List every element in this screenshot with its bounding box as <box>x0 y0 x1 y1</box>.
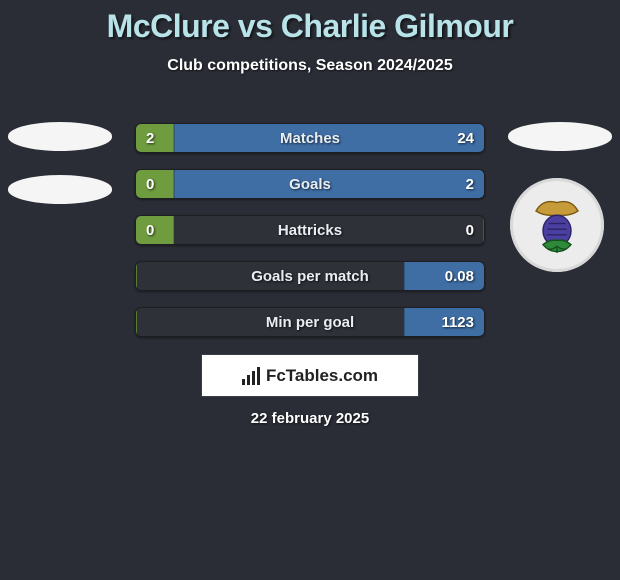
comparison-rows: 2Matches240Goals20Hattricks0Goals per ma… <box>135 123 485 353</box>
right-club-badge <box>510 178 604 272</box>
right-avatar-group <box>508 122 612 175</box>
row-label: Goals <box>136 170 484 199</box>
stat-row: 2Matches24 <box>135 123 485 153</box>
row-label: Matches <box>136 124 484 153</box>
right-value: 0 <box>466 216 474 245</box>
avatar-placeholder <box>508 122 612 151</box>
row-label: Hattricks <box>136 216 484 245</box>
row-label: Min per goal <box>136 308 484 337</box>
right-value: 1123 <box>441 308 474 337</box>
stat-row: Min per goal1123 <box>135 307 485 337</box>
infographic-root: McClure vs Charlie Gilmour Club competit… <box>0 0 620 580</box>
avatar-placeholder <box>8 122 112 151</box>
bars-icon <box>242 367 260 385</box>
brand-logo: FcTables.com <box>242 366 378 386</box>
date-text: 22 february 2025 <box>0 410 620 427</box>
subtitle: Club competitions, Season 2024/2025 <box>0 57 620 75</box>
stat-row: Goals per match0.08 <box>135 261 485 291</box>
brand-box: FcTables.com <box>201 354 419 397</box>
club-placeholder <box>8 175 112 204</box>
stat-row: 0Hattricks0 <box>135 215 485 245</box>
thistle-badge-icon <box>522 190 592 260</box>
right-value: 2 <box>466 170 474 199</box>
page-title: McClure vs Charlie Gilmour <box>0 0 620 45</box>
right-value: 24 <box>457 124 474 153</box>
brand-text: FcTables.com <box>266 366 378 386</box>
right-value: 0.08 <box>445 262 474 291</box>
stat-row: 0Goals2 <box>135 169 485 199</box>
left-avatar-group <box>8 122 112 228</box>
row-label: Goals per match <box>136 262 484 291</box>
